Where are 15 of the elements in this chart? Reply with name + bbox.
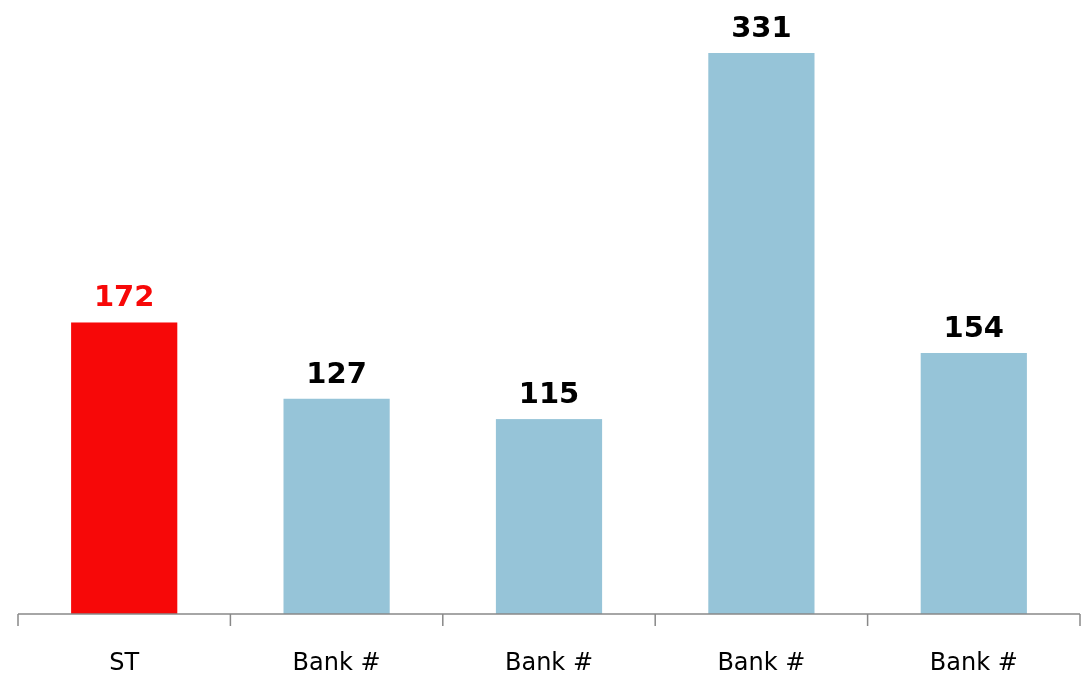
x-tick-label: Bank # [292, 648, 381, 676]
bar [920, 352, 1027, 614]
bar [708, 53, 815, 614]
x-tick-label: Bank # [929, 648, 1018, 676]
data-label: 154 [943, 309, 1005, 344]
bar [283, 398, 390, 614]
data-label: 331 [731, 10, 792, 44]
bar [71, 322, 178, 614]
data-label: 115 [518, 376, 580, 411]
bar [495, 419, 603, 614]
x-tick-label: ST [109, 648, 140, 676]
data-label: 127 [306, 355, 367, 390]
x-tick-label: Bank # [504, 648, 594, 676]
data-label: 172 [93, 279, 155, 314]
x-tick-label: Bank # [717, 648, 806, 676]
